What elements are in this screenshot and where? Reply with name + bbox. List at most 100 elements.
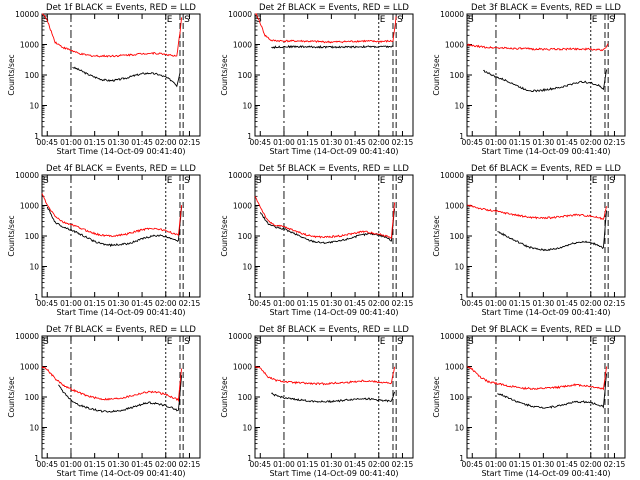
y-tick-label: 1	[34, 293, 39, 302]
x-tick-label: 00:45	[461, 138, 483, 147]
x-tick-label: 01:00	[60, 299, 82, 308]
y-tick-label: 1000	[20, 363, 39, 372]
y-tick-label: 10	[242, 263, 252, 272]
x-axis-label: Start Time (14-Oct-09 00:41:40)	[269, 308, 398, 317]
panel-title: Det 3f BLACK = Events, RED = LLD	[471, 3, 621, 13]
x-tick-label: 01:15	[297, 460, 319, 469]
event-marker: E	[592, 337, 598, 347]
y-tick-label: 1000	[20, 41, 39, 50]
event-marker: E	[380, 176, 386, 186]
event-marker: E	[380, 15, 386, 25]
event-marker: E	[592, 176, 598, 186]
lld-series-line	[466, 366, 608, 391]
y-tick-label: 1000	[233, 363, 252, 372]
y-tick-label: 1	[247, 454, 252, 463]
plot-frame	[41, 335, 201, 459]
x-tick-label: 00:45	[461, 299, 483, 308]
event-marker: S	[43, 337, 49, 347]
events-series-line	[271, 44, 394, 49]
y-axis-label: Counts/sec	[432, 215, 441, 256]
x-tick-label: 00:45	[249, 138, 271, 147]
events-series-line	[72, 66, 181, 88]
y-axis-label: Counts/sec	[220, 54, 229, 95]
x-tick-label: 01:15	[84, 299, 106, 308]
x-tick-label: 01:00	[273, 460, 295, 469]
event-marker: S	[43, 176, 49, 186]
x-tick-label: 01:30	[533, 138, 555, 147]
event-marker: E	[167, 176, 173, 186]
y-axis-label: Counts/sec	[7, 215, 16, 256]
x-tick-label: 02:00	[155, 138, 177, 147]
y-tick-label: 1	[459, 293, 464, 302]
y-tick-label: 100	[25, 71, 40, 80]
event-marker: S	[609, 337, 615, 347]
y-tick-label: 10000	[228, 10, 252, 19]
x-tick-label: 01:45	[344, 460, 366, 469]
x-tick-label: 00:45	[249, 460, 271, 469]
x-tick-label: 02:15	[179, 299, 201, 308]
y-tick-label: 1	[459, 132, 464, 141]
y-axis-label: Counts/sec	[7, 376, 16, 417]
y-tick-label: 1000	[233, 202, 252, 211]
event-marker: S	[184, 176, 190, 186]
y-tick-label: 100	[450, 71, 465, 80]
panel-title: Det 4f BLACK = Events, RED = LLD	[46, 164, 196, 174]
y-tick-label: 1000	[233, 41, 252, 50]
x-tick-label: 02:00	[155, 460, 177, 469]
plot-frame	[41, 174, 201, 298]
y-tick-label: 10	[242, 102, 252, 111]
x-tick-label: 00:45	[249, 299, 271, 308]
event-marker: E	[592, 15, 598, 25]
y-tick-label: 100	[450, 232, 465, 241]
event-marker: S	[609, 176, 615, 186]
plot-frame	[254, 13, 414, 137]
x-tick-label: 02:00	[580, 460, 602, 469]
x-tick-label: 02:00	[368, 299, 390, 308]
panel-title: Det 1f BLACK = Events, RED = LLD	[46, 3, 196, 13]
y-tick-label: 10	[29, 424, 39, 433]
x-tick-label: 01:30	[108, 299, 130, 308]
event-marker: S	[43, 15, 49, 25]
y-tick-label: 1	[34, 132, 39, 141]
x-tick-label: 01:15	[509, 460, 531, 469]
lld-series-line	[41, 366, 183, 403]
x-tick-label: 01:00	[60, 138, 82, 147]
events-series-line	[271, 391, 396, 403]
y-tick-label: 10000	[440, 332, 464, 341]
x-tick-label: 01:00	[273, 299, 295, 308]
y-axis-label: Counts/sec	[432, 54, 441, 95]
y-tick-label: 100	[238, 71, 253, 80]
x-tick-label: 02:00	[368, 460, 390, 469]
x-tick-label: 01:45	[131, 138, 153, 147]
panel-title: Det 8f BLACK = Events, RED = LLD	[259, 325, 409, 335]
y-tick-label: 100	[25, 232, 40, 241]
lld-series-line	[42, 13, 183, 58]
y-tick-label: 100	[238, 393, 253, 402]
x-tick-label: 01:45	[556, 460, 578, 469]
x-tick-label: 02:15	[604, 299, 626, 308]
x-tick-label: 01:30	[321, 299, 343, 308]
event-marker: E	[167, 337, 173, 347]
x-tick-label: 01:00	[60, 460, 82, 469]
x-axis-label: Start Time (14-Oct-09 00:41:40)	[56, 469, 185, 478]
event-marker: E	[380, 337, 386, 347]
event-marker: S	[397, 15, 403, 25]
plot-frame	[254, 335, 414, 459]
y-tick-label: 1	[459, 454, 464, 463]
event-marker: S	[256, 176, 262, 186]
panel-title: Det 5f BLACK = Events, RED = LLD	[259, 164, 409, 174]
y-tick-label: 10	[29, 263, 39, 272]
event-marker: S	[397, 176, 403, 186]
y-tick-label: 100	[25, 393, 40, 402]
x-tick-label: 02:00	[580, 138, 602, 147]
y-tick-label: 1	[247, 132, 252, 141]
y-tick-label: 10	[454, 424, 464, 433]
event-marker: S	[609, 15, 615, 25]
event-marker: S	[468, 176, 474, 186]
x-tick-label: 02:15	[392, 460, 414, 469]
x-tick-label: 01:15	[84, 138, 106, 147]
x-tick-label: 01:30	[108, 460, 130, 469]
event-marker: S	[468, 15, 474, 25]
panel-title: Det 6f BLACK = Events, RED = LLD	[471, 164, 621, 174]
